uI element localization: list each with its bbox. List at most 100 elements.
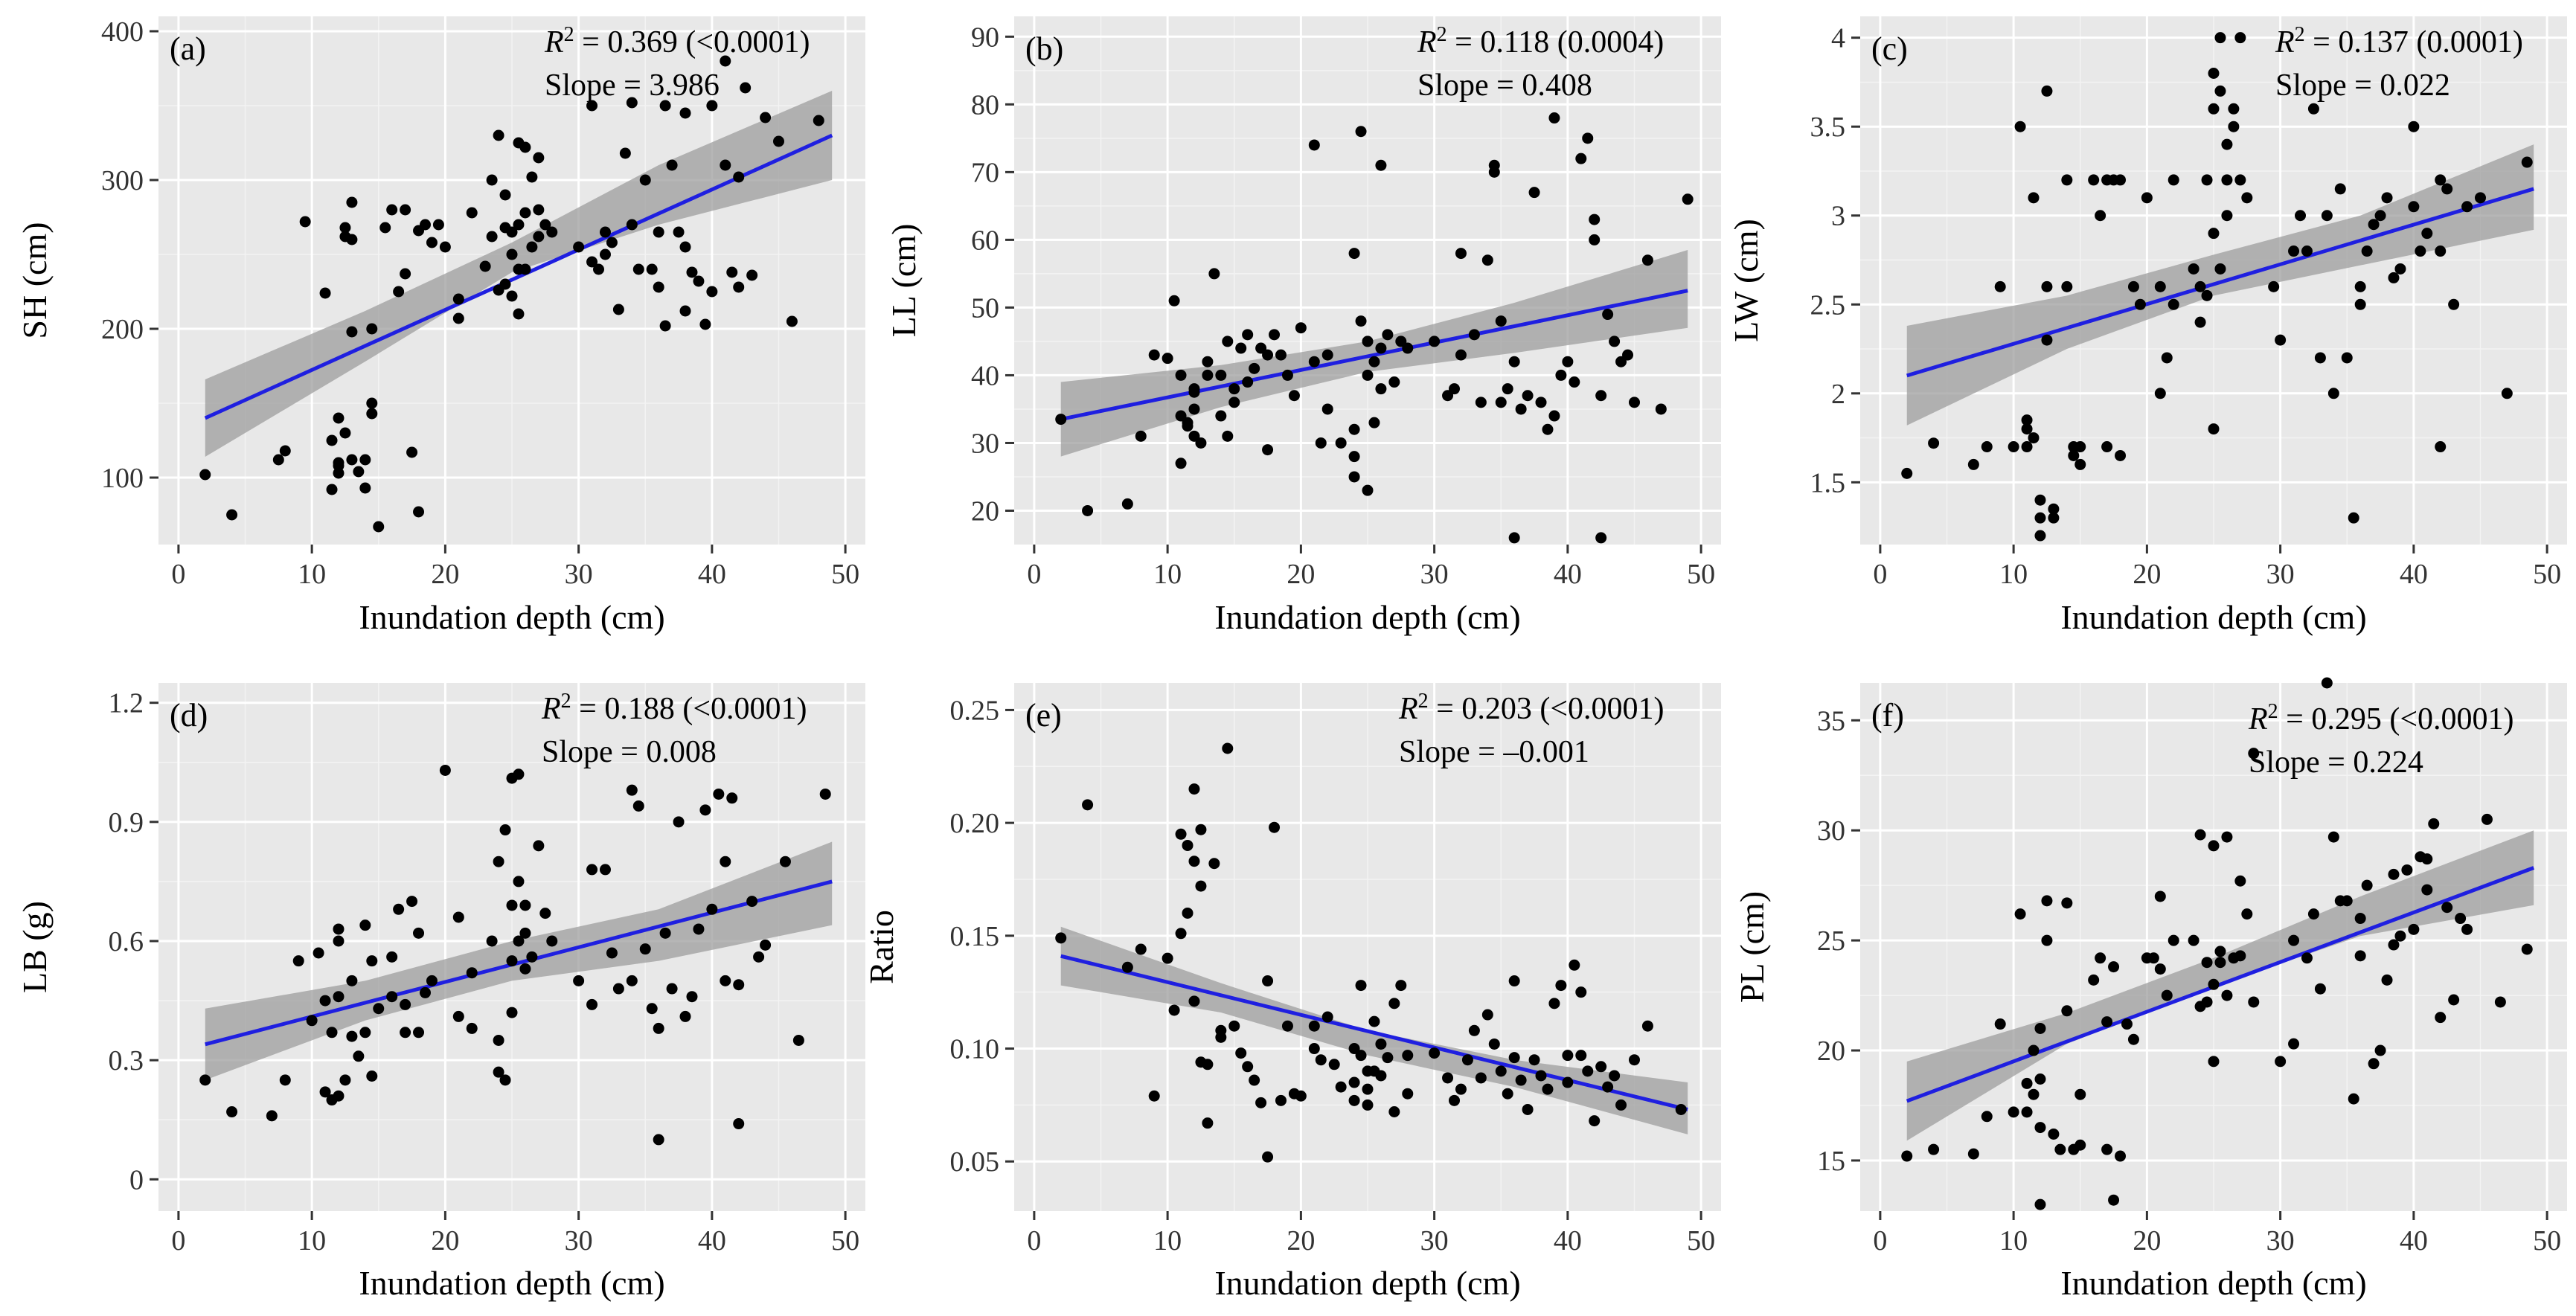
panel-a-data-point bbox=[612, 304, 624, 315]
panel-f-data-point bbox=[2494, 996, 2506, 1008]
panel-a-data-point bbox=[339, 427, 351, 439]
panel-f-data-point bbox=[2208, 840, 2220, 852]
panel-e-data-point bbox=[1569, 959, 1580, 971]
panel-c-data-point bbox=[2068, 449, 2080, 461]
panel-a-slope-annotation: Slope = 3.986 bbox=[545, 68, 720, 103]
panel-d-data-point bbox=[539, 908, 551, 919]
panel-c-data-point bbox=[2221, 210, 2233, 222]
panel-d-data-point bbox=[199, 1074, 211, 1086]
panel-f-data-point bbox=[2288, 1038, 2300, 1050]
panel-e-data-point bbox=[1168, 1004, 1180, 1016]
panel-d-data-point bbox=[466, 1022, 478, 1034]
panel-e-data-point bbox=[1321, 1011, 1333, 1023]
panel-d-data-point bbox=[513, 876, 525, 888]
panel-d-data-point bbox=[733, 979, 745, 991]
panel-f-data-point bbox=[2421, 884, 2433, 896]
panel-b-data-point bbox=[1481, 254, 1493, 266]
panel-b-data-point bbox=[1535, 397, 1547, 408]
panel-c-data-point bbox=[2361, 245, 2373, 257]
panel-e-data-point bbox=[1148, 1090, 1160, 1102]
panel-a-data-point bbox=[339, 222, 351, 234]
panel-a-data-point bbox=[452, 293, 464, 305]
panel-d-y-tick-label: 0.9 bbox=[109, 807, 144, 838]
panel-d-points bbox=[199, 764, 831, 1146]
panel-f-data-point bbox=[2061, 1005, 2073, 1017]
panel-b-y-tick-label: 60 bbox=[971, 225, 999, 256]
panel-f-slope-annotation: Slope = 0.224 bbox=[2249, 745, 2423, 780]
panel-b-data-point bbox=[1348, 248, 1360, 260]
panel-c-data-point bbox=[2374, 210, 2386, 222]
panel-c-data-point bbox=[2321, 210, 2333, 222]
panel-c-data-point bbox=[2154, 280, 2166, 292]
panel-d-data-point bbox=[452, 911, 464, 923]
panel-d-data-point bbox=[426, 975, 438, 986]
panel-b-data-point bbox=[1515, 403, 1527, 415]
panel-a-data-point bbox=[426, 237, 438, 248]
panel-b-data-point bbox=[1595, 390, 1607, 402]
panel-b-y-tick-label: 20 bbox=[971, 495, 999, 527]
panel-d-data-point bbox=[359, 919, 371, 931]
panel-a-data-point bbox=[359, 482, 371, 494]
panel-c-data-point bbox=[2074, 441, 2086, 453]
panel-a-data-point bbox=[373, 521, 385, 533]
panel-f-data-point bbox=[2095, 952, 2106, 964]
panel-f-data-point bbox=[1981, 1111, 1993, 1123]
panel-f-data-point bbox=[2208, 978, 2220, 990]
panel-e-data-point bbox=[1548, 998, 1560, 1010]
panel-f-data-point bbox=[2108, 961, 2120, 973]
panel-e-tag: (e) bbox=[1025, 697, 1062, 734]
panel-a-data-point bbox=[272, 454, 284, 466]
panel-a-data-point bbox=[499, 189, 511, 201]
panel-b-data-point bbox=[1175, 458, 1187, 469]
panel-d-data-point bbox=[526, 951, 538, 963]
panel-e-data-point bbox=[1281, 1020, 1293, 1032]
panel-b-data-point bbox=[1362, 484, 1374, 496]
panel-b-data-point bbox=[1589, 214, 1601, 225]
panel-f-data-point bbox=[2361, 879, 2373, 891]
panel-f-data-point bbox=[2221, 989, 2233, 1001]
panel-e-data-point bbox=[1388, 1105, 1400, 1117]
panel-c-data-point bbox=[2034, 512, 2046, 524]
panel-b-y-tick-label: 70 bbox=[971, 157, 999, 188]
panel-d-data-point bbox=[339, 1074, 351, 1086]
panel-b-data-point bbox=[1495, 397, 1507, 408]
panel-d-data-point bbox=[506, 955, 518, 967]
panel-f-r2-symbol: R bbox=[2248, 702, 2268, 736]
panel-c-x-tick-label: 20 bbox=[2133, 559, 2161, 590]
panel-f-x-ticks: 0 10 20 30 40 50 bbox=[1873, 1211, 2561, 1256]
panel-d-x-tick-label: 10 bbox=[298, 1225, 326, 1256]
panel-c-data-point bbox=[2194, 316, 2206, 328]
panel-c-data-point bbox=[2341, 352, 2353, 364]
panel-e-data-point bbox=[1375, 1070, 1387, 1082]
panel-e-y-tick-label: 0.15 bbox=[950, 921, 1000, 952]
panel-c-x-axis-title: Inundation depth (cm) bbox=[2060, 598, 2366, 636]
panel-c-y-tick-label: 3 bbox=[1831, 201, 1845, 232]
panel-f-data-point bbox=[2455, 913, 2467, 925]
panel-d-data-point bbox=[333, 991, 345, 1003]
panel-f-data-point bbox=[2348, 1093, 2359, 1105]
panel-f-data-point bbox=[2481, 813, 2493, 825]
panel-c-data-point bbox=[2021, 423, 2033, 435]
panel-b-points bbox=[1055, 112, 1694, 544]
panel-f-data-point bbox=[2221, 831, 2233, 843]
panel-d-data-point bbox=[626, 784, 638, 796]
panel-d-data-point bbox=[653, 1134, 664, 1146]
panel-b-data-point bbox=[1202, 369, 1214, 381]
panel-b-data-point bbox=[1148, 349, 1160, 361]
panel-f-data-point bbox=[2234, 950, 2246, 962]
panel-b-data-point bbox=[1575, 153, 1587, 164]
panel-e-data-point bbox=[1162, 952, 1173, 964]
panel-a-data-point bbox=[519, 263, 531, 275]
panel-d-data-point bbox=[653, 1022, 664, 1034]
panel-e-r2-symbol: R bbox=[1398, 692, 1418, 726]
panel-a-data-point bbox=[333, 457, 345, 469]
panel-f-x-tick-label: 40 bbox=[2400, 1225, 2428, 1256]
panel-d-data-point bbox=[326, 1027, 338, 1039]
panel-e-data-point bbox=[1528, 1054, 1540, 1066]
panel-a-data-point bbox=[526, 241, 538, 253]
panel-b-x-tick-label: 50 bbox=[1687, 559, 1715, 590]
panel-b-data-point bbox=[1548, 112, 1560, 124]
panel-a-data-point bbox=[226, 509, 238, 521]
panel-e-data-point bbox=[1249, 1074, 1260, 1086]
panel-a-data-point bbox=[679, 241, 691, 253]
